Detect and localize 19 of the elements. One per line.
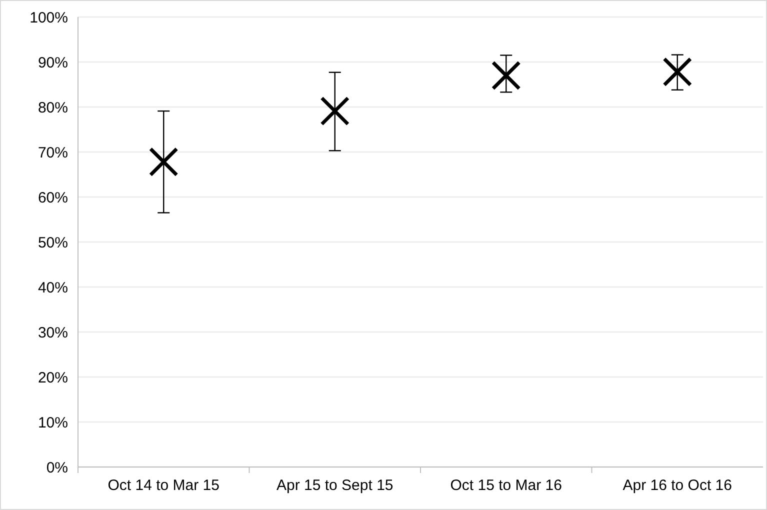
- y-tick-label: 30%: [38, 324, 68, 342]
- x-tick-label: Apr 15 to Sept 15: [276, 477, 394, 494]
- point: [662, 57, 692, 87]
- y-tick-label: 90%: [38, 54, 68, 72]
- point: [491, 60, 521, 90]
- y-tick-label: 20%: [38, 369, 68, 386]
- point: [320, 96, 350, 126]
- x-tick-label: Oct 15 to Mar 16: [450, 477, 562, 494]
- point: [148, 147, 178, 177]
- y-tick-label: 80%: [38, 99, 68, 116]
- x-tick-label: Apr 16 to Oct 16: [622, 477, 732, 494]
- y-tick-label: 100%: [30, 9, 68, 26]
- y-tick-label: 70%: [38, 144, 68, 162]
- y-tick-label: 0%: [46, 459, 68, 476]
- y-tick-label: 10%: [38, 414, 68, 432]
- y-tick-label: 50%: [38, 234, 68, 252]
- y-tick-label: 40%: [38, 279, 68, 296]
- x-tick-label: Oct 14 to Mar 15: [108, 477, 220, 494]
- y-tick-label: 60%: [38, 189, 68, 206]
